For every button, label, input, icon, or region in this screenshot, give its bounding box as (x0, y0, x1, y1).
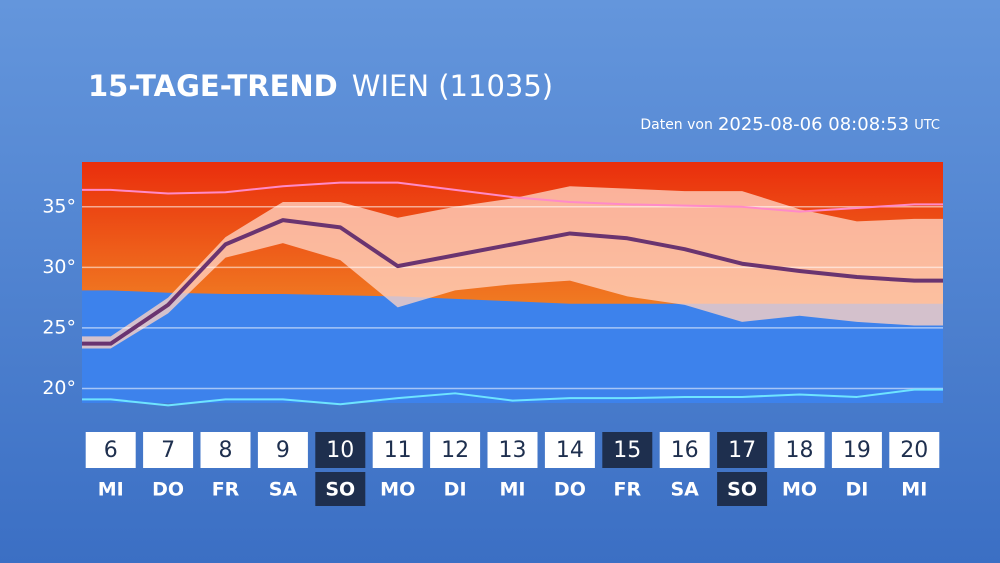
weekday-label: SO (727, 479, 757, 501)
day-box (659, 432, 710, 468)
line (82, 388, 943, 407)
day-box (774, 432, 825, 468)
chart-title: 15-TAGE-TREND (88, 69, 338, 103)
day-number: 13 (499, 438, 527, 463)
day-number: 17 (728, 438, 756, 463)
day-box (544, 432, 595, 468)
source-prefix: Daten von (640, 117, 713, 133)
y-tick-label: 25° (42, 316, 76, 338)
day-number: 19 (843, 438, 871, 463)
day-box (85, 432, 136, 468)
y-tick-label: 30° (42, 256, 76, 278)
weekday-label: MI (98, 479, 124, 501)
day-box (430, 432, 481, 468)
weekday-label: MI (901, 479, 927, 501)
y-tick-label: 35° (42, 195, 76, 217)
weekday-box (717, 472, 768, 506)
day-number: 11 (384, 438, 412, 463)
day-box (200, 432, 251, 468)
weekday-label: MO (380, 479, 415, 501)
day-number: 18 (786, 438, 814, 463)
weekday-box (315, 472, 366, 506)
day-box (889, 432, 940, 468)
day-box (257, 432, 308, 468)
day-number: 6 (104, 438, 118, 463)
line (82, 218, 943, 346)
day-number: 7 (161, 438, 175, 463)
day-number: 9 (276, 438, 290, 463)
day-box (372, 432, 423, 468)
weekday-label: DO (152, 479, 184, 501)
day-number: 20 (900, 438, 928, 463)
y-tick-label: 20° (42, 377, 76, 399)
day-box (143, 432, 194, 468)
source-zone: UTC (914, 118, 940, 133)
weekday-label: MO (782, 479, 817, 501)
day-box (717, 432, 768, 468)
day-number: 14 (556, 438, 584, 463)
day-number: 15 (613, 438, 641, 463)
weekday-label: FR (613, 479, 641, 501)
data-timestamp: Daten von 2025-08-06 08:08:53 UTC (640, 114, 940, 135)
weekday-label: SO (325, 479, 355, 501)
weekday-label: MI (500, 479, 526, 501)
chart-subtitle: WIEN (11035) (352, 69, 553, 103)
day-number: 8 (219, 438, 233, 463)
day-box (487, 432, 538, 468)
weekday-label: FR (212, 479, 240, 501)
day-box (831, 432, 882, 468)
day-box (315, 432, 366, 468)
line (82, 181, 943, 213)
day-box (602, 432, 653, 468)
source-time: 2025-08-06 08:08:53 (718, 114, 909, 135)
weekday-label: SA (671, 479, 700, 501)
weekday-label: DI (845, 479, 868, 501)
day-number: 12 (441, 438, 469, 463)
day-number: 10 (326, 438, 354, 463)
weekday-label: SA (269, 479, 298, 501)
day-number: 16 (671, 438, 699, 463)
weekday-label: DI (444, 479, 467, 501)
weekday-label: DO (554, 479, 586, 501)
